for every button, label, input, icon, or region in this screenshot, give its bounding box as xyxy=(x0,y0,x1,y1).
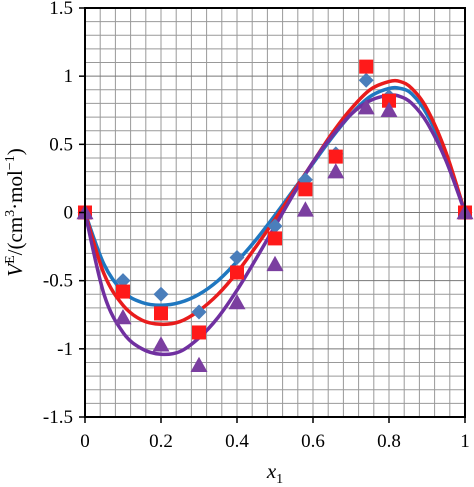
data-point-square xyxy=(116,284,130,299)
data-point-square xyxy=(382,93,396,108)
x-tick-label: 1 xyxy=(460,431,470,452)
fit-curve-diamond xyxy=(83,85,467,307)
data-point-diamond xyxy=(267,218,283,234)
y-axis-title-main: V xyxy=(3,262,27,277)
x-axis-title-main: x xyxy=(266,459,277,483)
fit-curve-triangle xyxy=(83,93,467,357)
y-tick-label: 0.5 xyxy=(49,134,73,155)
x-tick-label: 0 xyxy=(80,431,90,452)
y-tick-label: -0.5 xyxy=(43,271,73,292)
y-axis-title-sup: E xyxy=(3,255,18,264)
y-axis-title-end: ) xyxy=(3,148,27,155)
x-tick-label: 0.2 xyxy=(149,431,173,452)
data-point-square xyxy=(230,265,244,280)
data-point-triangle xyxy=(152,336,170,352)
x-axis-title-sub: 1 xyxy=(276,472,283,487)
x-tick-label: 0.4 xyxy=(225,431,249,452)
data-point-square xyxy=(268,231,282,246)
data-point-triangle xyxy=(380,101,398,118)
data-point-triangle xyxy=(114,308,132,325)
data-point-diamond xyxy=(153,286,169,302)
y-tick-label: 1 xyxy=(64,66,74,87)
data-point-triangle xyxy=(190,356,208,372)
data-point-diamond xyxy=(115,273,131,289)
data-point-square xyxy=(359,59,374,74)
data-point-square xyxy=(328,149,343,164)
y-axis-title: VE/(cm3·mol−1) xyxy=(3,148,27,276)
fit-curve-square xyxy=(83,78,467,327)
x-tick-label: 0.6 xyxy=(301,431,325,452)
y-axis-title-sup2: 3 xyxy=(3,210,18,217)
data-point-square xyxy=(154,306,168,321)
fit-curves xyxy=(83,78,467,357)
x-tick-label: 0.8 xyxy=(377,431,401,452)
y-axis-title-mid: ·mol xyxy=(3,170,27,210)
x-axis-title: x1 xyxy=(266,459,283,487)
data-point-triangle xyxy=(296,201,314,217)
data-point-diamond xyxy=(358,72,374,88)
data-point-diamond xyxy=(191,304,207,320)
data-point-square xyxy=(192,325,206,340)
data-point-triangle xyxy=(357,99,375,115)
y-axis-title-sup3: −1 xyxy=(3,155,18,170)
data-point-triangle xyxy=(327,163,345,179)
data-point-diamond xyxy=(229,249,245,265)
axis-ticks: 0 0.2 0.4 0.6 0.8 1 -1.5 -1 -0.5 0 0.5 1 1.5 xyxy=(43,0,470,452)
y-tick-label: 1.5 xyxy=(49,0,73,19)
y-tick-label: -1.5 xyxy=(43,407,73,428)
y-axis-title-rest: /(cm xyxy=(3,217,27,255)
data-point-triangle xyxy=(266,255,284,272)
y-tick-label: -1 xyxy=(57,339,73,360)
data-point-square xyxy=(298,182,313,197)
data-point-triangle xyxy=(228,293,246,310)
y-tick-label: 0 xyxy=(64,203,74,224)
